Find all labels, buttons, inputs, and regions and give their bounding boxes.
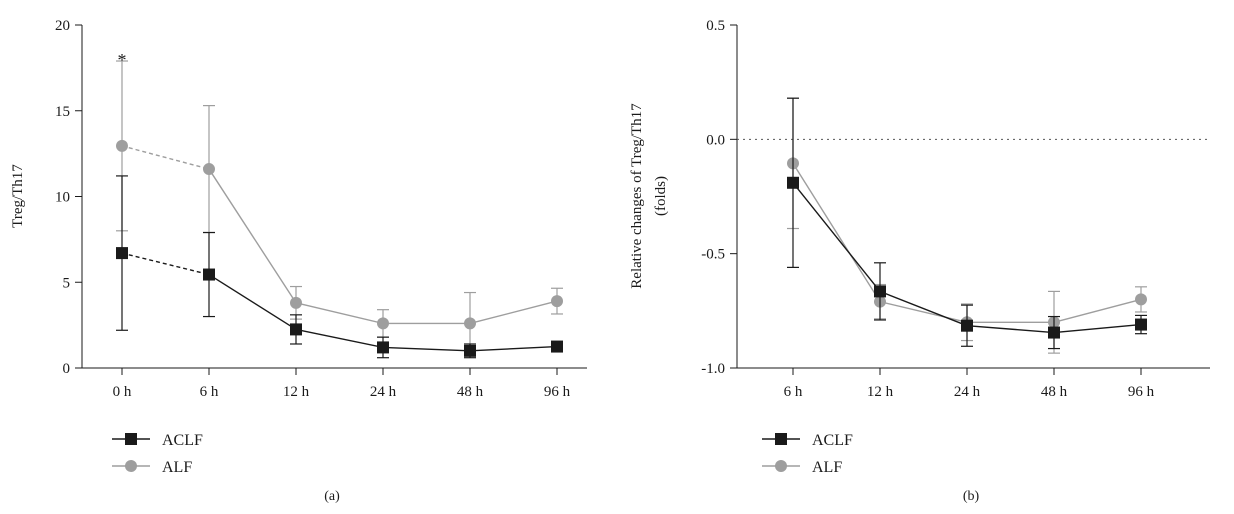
panel-b-x-tick-label: 12 h <box>867 384 894 400</box>
panel-a-legend-aclf-label: ACLF <box>162 432 203 449</box>
panel-a-legend-alf-label: ALF <box>162 459 192 476</box>
panel-a-series-aclf <box>116 175 563 359</box>
panel-b-series-alf-line-segment <box>792 162 881 303</box>
panel-b-x-tick-label: 48 h <box>1041 384 1068 400</box>
panel-b-series-aclf-line-segment <box>879 290 968 327</box>
panel-b-series-aclf <box>787 97 1147 350</box>
panel-b-series-aclf-marker <box>787 176 799 189</box>
panel-b-series-aclf-line-segment <box>1053 323 1142 334</box>
panel-b-series-aclf-marker <box>961 319 973 332</box>
panel-a-y-axis-title: Treg/Th17 <box>10 164 26 228</box>
panel-a-series-aclf-line-segment <box>469 345 558 352</box>
panel-a-legend: ACLF ALF <box>112 432 203 476</box>
panel-a-series-aclf-marker <box>377 341 389 354</box>
panel-a-series-alf-marker <box>464 317 476 330</box>
panel-a-series-aclf-marker <box>551 340 563 353</box>
panel-a-series-aclf-line-segment <box>382 346 471 352</box>
panel-a-legend-aclf-swatch-marker <box>125 433 137 445</box>
panel-a-x-tick-label: 0 h <box>113 384 132 400</box>
panel-b-series-aclf-marker <box>1135 318 1147 331</box>
panel-a-x-tick-label: 6 h <box>200 384 219 400</box>
panel-a-y-tick-label: 10 <box>55 190 70 206</box>
panel-a-series-alf-marker <box>551 295 563 308</box>
panel-b-series-alf-line-segment <box>879 301 968 323</box>
panel-a-series-alf-line-segment <box>295 302 384 325</box>
panel-a-series-aclf-line-segment <box>295 328 384 349</box>
panel-b-legend-aclf-swatch-marker <box>775 433 787 445</box>
panel-b-series-aclf-line-segment <box>966 324 1055 334</box>
panel-a-x-tick-label: 96 h <box>544 384 571 400</box>
panel-a-series-alf-marker <box>377 317 389 330</box>
panel-a-series-alf-marker <box>203 163 215 176</box>
panel-b-y-tick-label: 0.5 <box>706 18 725 34</box>
panel-a-y-tick-label: 15 <box>55 104 70 120</box>
panel-b-legend-aclf-label: ACLF <box>812 432 853 449</box>
panel-a-series-aclf-marker <box>203 268 215 281</box>
panel-b-x-tick-label: 6 h <box>784 384 803 400</box>
panel-b-series-alf-line-segment <box>1053 298 1142 323</box>
panel-a-series-alf-marker <box>116 139 128 152</box>
panel-a-series-aclf-marker <box>464 344 476 357</box>
panel-b-series-aclf-marker <box>874 285 886 298</box>
panel-b-y-axis-title: Relative changes of Treg/Th17 <box>629 103 645 289</box>
panel-a-x-tick-label: 48 h <box>457 384 484 400</box>
panel-b-y-tick-label: -0.5 <box>701 247 725 263</box>
panel-a-series-aclf-line-segment <box>208 273 297 331</box>
panel-a-series-aclf-marker <box>290 323 302 336</box>
panel-b-y-tick-label: -1.0 <box>701 361 725 377</box>
panel-b-y-axis-title-line2: (folds) <box>653 176 669 216</box>
panel-a-series-alf-line-segment <box>121 145 210 170</box>
panel-a-series-alf-marker <box>290 296 302 309</box>
panel-a-series-alf-line-segment <box>208 168 297 304</box>
panel-b-legend-alf-label: ALF <box>812 459 842 476</box>
panel-b-legend: ACLF ALF <box>762 432 853 476</box>
panel-a-series-alf-line-segment <box>469 300 558 325</box>
panel-a-y-tick-label: 20 <box>55 18 70 34</box>
panel-b-chart: -1.0 -0.5 0.0 0.5 6 h 12 h 24 h 48 h 96 h Relativ… <box>629 18 1210 504</box>
panel-b-y-tick-label: 0.0 <box>706 132 725 148</box>
panel-a-legend-alf-swatch-marker <box>125 460 137 472</box>
panel-b-x-tick-label: 24 h <box>954 384 981 400</box>
panel-a-significance-annotation: * <box>118 50 127 70</box>
panel-a-series-aclf-marker <box>116 247 128 260</box>
panel-a-series-aclf-line-segment <box>121 252 210 276</box>
panel-a-y-tick-label: 5 <box>63 275 71 291</box>
panel-b-panel-label: (b) <box>963 489 980 504</box>
panel-a-x-tick-label: 24 h <box>370 384 397 400</box>
panel-a-series-alf <box>116 60 563 355</box>
panel-b-x-tick-label: 96 h <box>1128 384 1155 400</box>
panel-b-series-aclf-marker <box>1048 326 1060 339</box>
panel-a-x-tick-label: 12 h <box>283 384 310 400</box>
panel-a-chart: 0 5 10 15 20 0 h 6 h 12 h 24 h 48 h 96 h Treg/Th17 *… <box>10 18 587 504</box>
panel-b-series-alf-marker <box>1135 293 1147 306</box>
panel-b-series-aclf-line-segment <box>792 182 881 292</box>
panel-b-legend-alf-swatch-marker <box>775 460 787 472</box>
panel-a-y-tick-label: 0 <box>63 361 71 377</box>
panel-a-panel-label: (a) <box>324 489 340 504</box>
